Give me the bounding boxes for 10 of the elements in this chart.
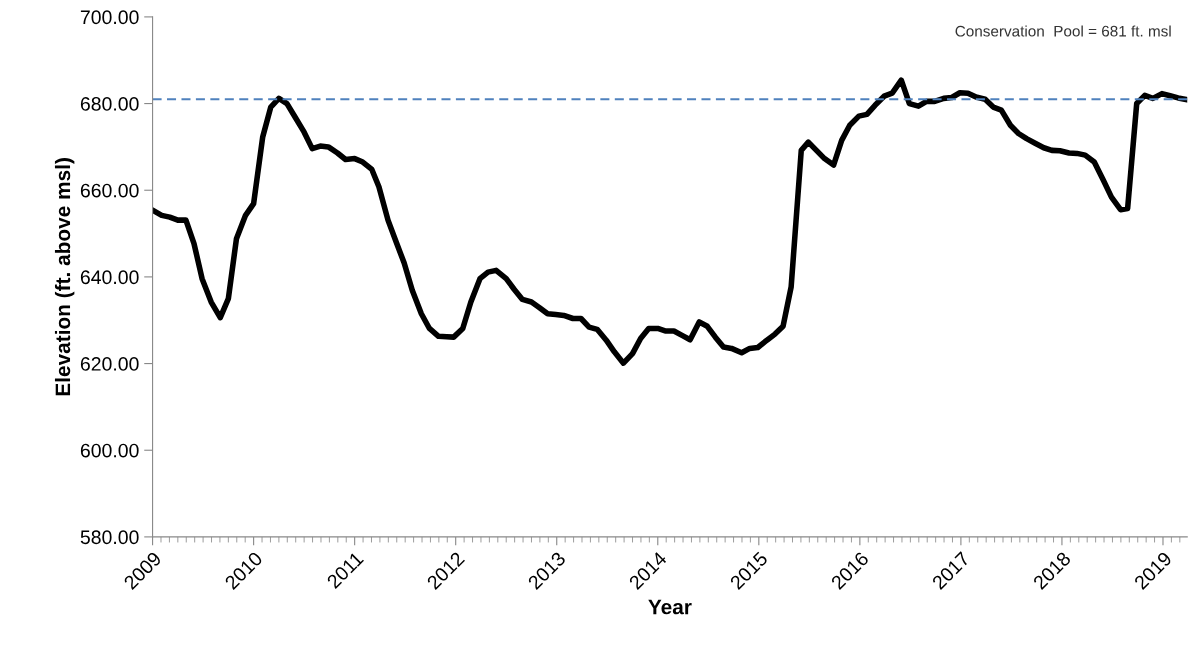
y-tick-label: 600.00 [80, 443, 139, 458]
y-tick-label: 640.00 [80, 270, 139, 285]
y-tick-label: 700.00 [80, 10, 139, 25]
y-tick-label: 620.00 [80, 357, 139, 371]
annotation: Conservation Pool = 681 ft. msl [955, 25, 1171, 37]
x-axis-title: Year [648, 599, 692, 615]
y-tick-label: 680.00 [80, 97, 139, 111]
y-tick-label: 660.00 [80, 183, 139, 198]
y-axis-title: Elevation (ft. above msl) [54, 158, 75, 396]
y-tick-label: 580.00 [80, 530, 139, 545]
